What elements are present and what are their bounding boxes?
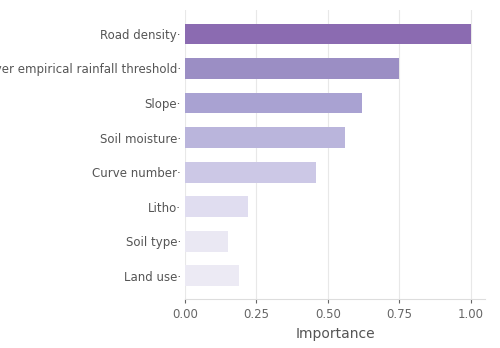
Bar xyxy=(185,266,240,286)
X-axis label: Importance: Importance xyxy=(295,327,375,341)
Bar xyxy=(185,196,248,217)
Bar xyxy=(185,58,400,79)
Bar xyxy=(185,231,228,252)
Bar xyxy=(185,93,362,113)
Bar xyxy=(185,127,345,148)
Bar xyxy=(185,24,470,44)
Bar xyxy=(185,162,316,182)
